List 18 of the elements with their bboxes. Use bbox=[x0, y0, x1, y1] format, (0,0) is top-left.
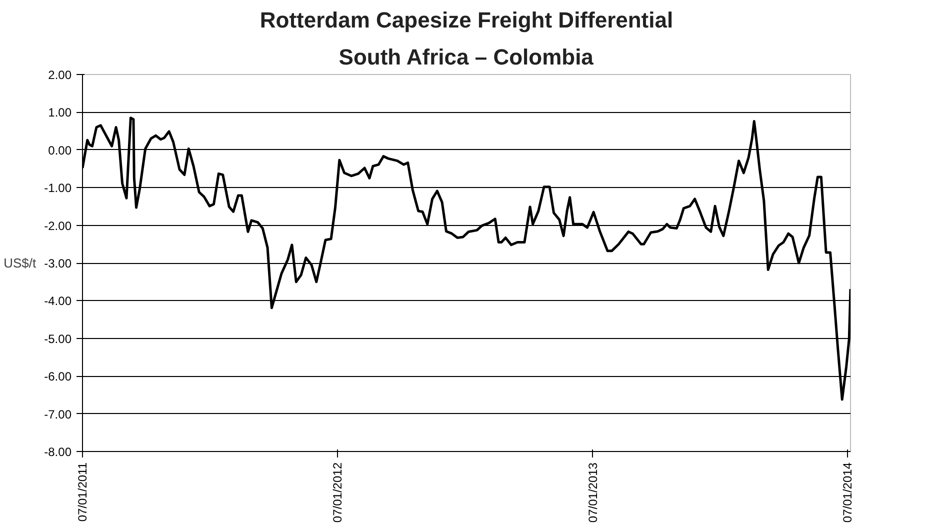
y-tick-label: 1.00 bbox=[48, 106, 72, 120]
y-tick-label: 0.00 bbox=[48, 143, 72, 158]
x-tick-label: 07/01/2014 bbox=[840, 462, 855, 523]
x-tick-label: 07/01/2013 bbox=[586, 462, 600, 523]
y-tick-label: -4.00 bbox=[44, 294, 72, 308]
y-tick-label: -6.00 bbox=[44, 370, 72, 384]
chart-subtitle: South Africa – Colombia bbox=[338, 44, 594, 70]
chart-title: Rotterdam Capesize Freight Differential bbox=[260, 8, 674, 32]
y-tick-label: 2.00 bbox=[48, 68, 72, 82]
y-tick-label: -2.00 bbox=[44, 218, 72, 233]
y-tick-label: -3.00 bbox=[44, 256, 72, 270]
y-tick-label: -1.00 bbox=[44, 181, 72, 196]
y-tick-label: -8.00 bbox=[44, 445, 72, 459]
y-tick-label: -5.00 bbox=[44, 332, 72, 346]
y-axis-title: US$/t bbox=[4, 256, 37, 270]
x-tick-label: 07/01/2012 bbox=[330, 462, 344, 523]
x-tick-label: 07/01/2011 bbox=[76, 462, 90, 522]
y-tick-label: -7.00 bbox=[44, 407, 72, 422]
